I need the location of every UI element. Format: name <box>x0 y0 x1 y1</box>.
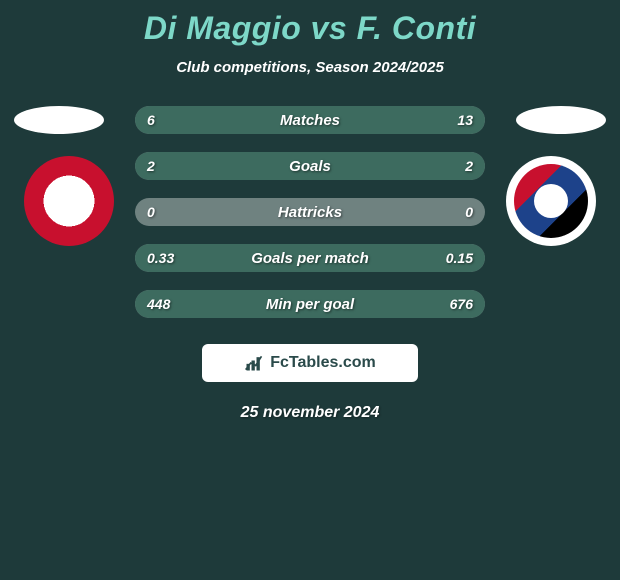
player-right-notch <box>516 106 606 134</box>
stat-label: Goals <box>135 152 485 180</box>
comparison-title: Di Maggio vs F. Conti <box>0 0 620 47</box>
brand-text: FcTables.com <box>270 354 376 372</box>
club-badge-left <box>24 156 114 246</box>
brand-banner: FcTables.com <box>202 344 418 382</box>
club-badge-right <box>506 156 596 246</box>
stat-label: Min per goal <box>135 290 485 318</box>
stat-row: 22Goals <box>135 152 485 180</box>
stat-row: 613Matches <box>135 106 485 134</box>
chart-icon <box>244 353 264 373</box>
comparison-content: 613Matches 22Goals 00Hattricks 0.330.15Goal… <box>0 106 620 422</box>
player-left-notch <box>14 106 104 134</box>
stat-label: Hattricks <box>135 198 485 226</box>
stat-rows: 613Matches 22Goals 00Hattricks 0.330.15Goal… <box>135 106 485 318</box>
stat-row: 448676Min per goal <box>135 290 485 318</box>
stat-row: 00Hattricks <box>135 198 485 226</box>
stat-row: 0.330.15Goals per match <box>135 244 485 272</box>
stat-label: Goals per match <box>135 244 485 272</box>
comparison-date: 25 november 2024 <box>0 404 620 422</box>
comparison-subtitle: Club competitions, Season 2024/2025 <box>0 59 620 76</box>
stat-label: Matches <box>135 106 485 134</box>
